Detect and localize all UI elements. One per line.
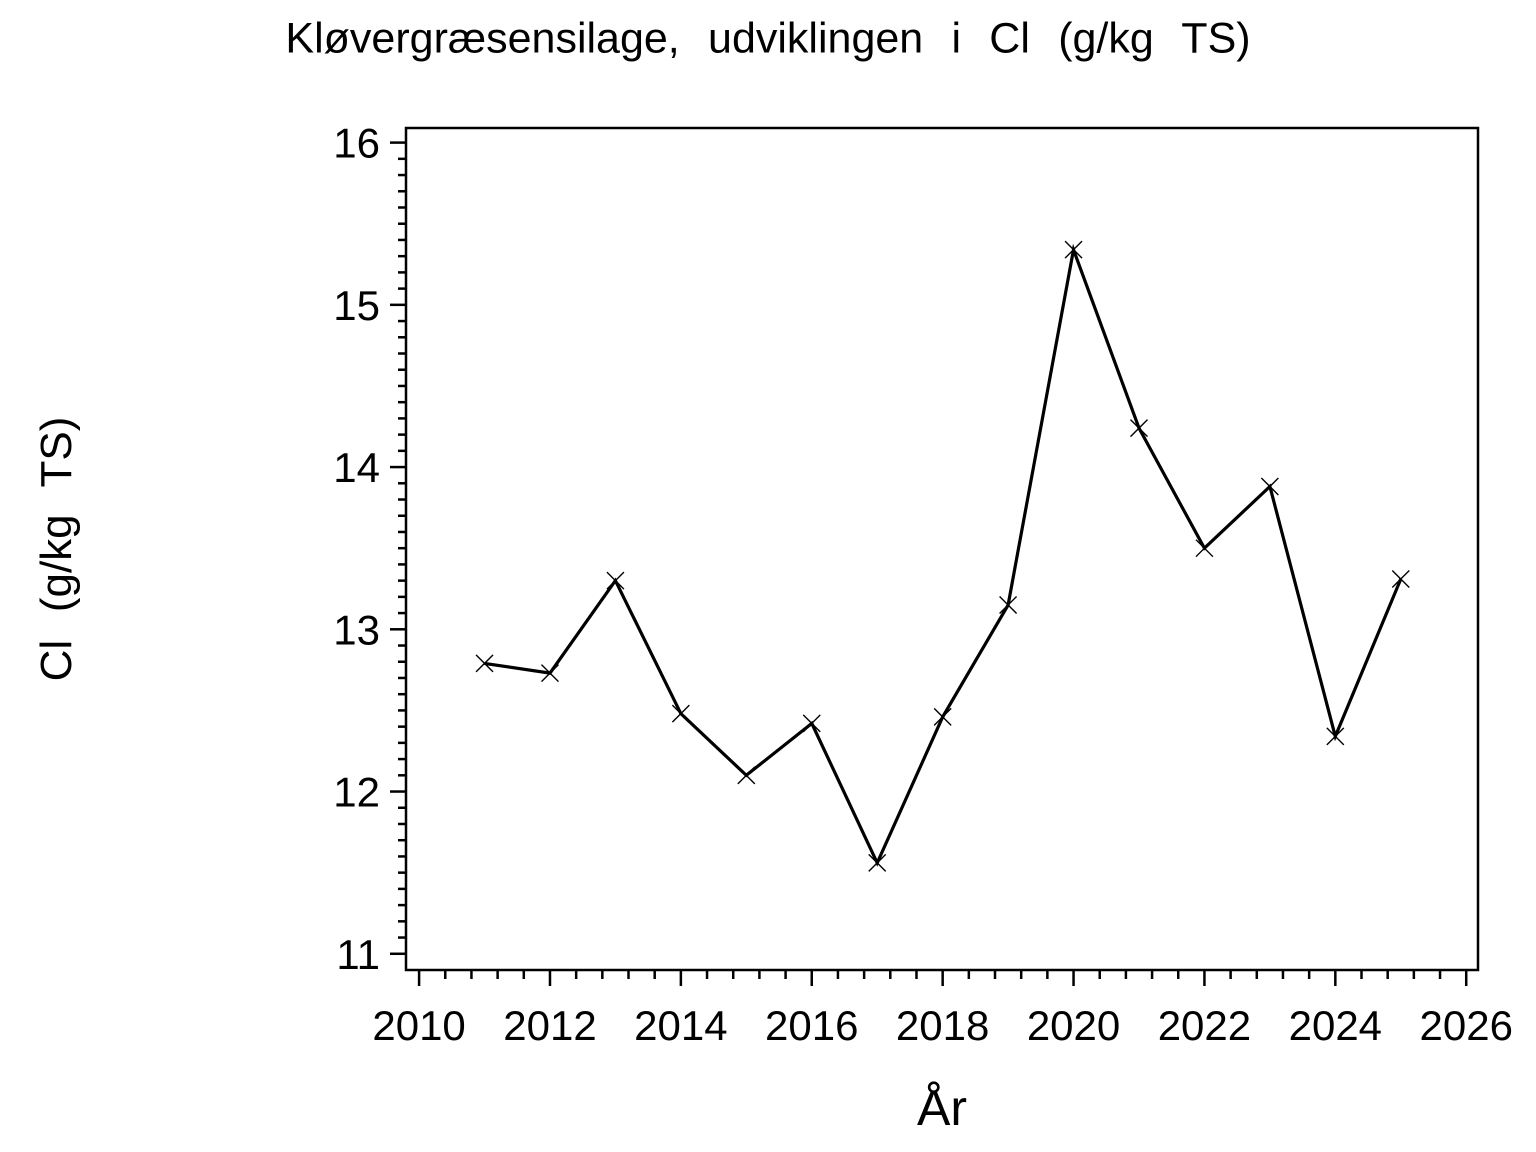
x-tick-label: 2026: [1420, 1002, 1513, 1049]
data-point-marker: [540, 664, 559, 683]
x-tick-label: 2022: [1158, 1002, 1251, 1049]
data-point-marker: [1326, 727, 1345, 746]
y-tick-label: 15: [333, 282, 380, 329]
data-point-marker: [1260, 477, 1279, 496]
x-axis-label: År: [917, 1080, 967, 1136]
x-tick-label: 2014: [634, 1002, 727, 1049]
data-point-marker: [999, 595, 1018, 614]
y-tick-label: 14: [333, 444, 380, 491]
data-point-marker: [802, 714, 821, 733]
x-tick-label: 2018: [896, 1002, 989, 1049]
data-line: [484, 243, 1403, 867]
y-tick-label: 12: [333, 769, 380, 816]
data-point-marker: [737, 766, 756, 785]
data-point-marker: [606, 571, 625, 590]
data-point-marker: [1064, 240, 1083, 259]
plot-frame: [404, 126, 1480, 972]
data-point-marker: [933, 707, 952, 726]
x-tick-label: 2024: [1289, 1002, 1382, 1049]
x-tick-label: 2020: [1027, 1002, 1120, 1049]
data-point-marker: [1195, 539, 1214, 558]
y-tick-label: 13: [333, 606, 380, 653]
y-tick-label: 11: [336, 931, 380, 978]
y-tick-label: 16: [333, 120, 380, 167]
data-point-marker: [1129, 419, 1148, 438]
x-tick-label: 2010: [372, 1002, 465, 1049]
data-point-marker: [1391, 570, 1410, 589]
chart-title: Kløvergræsensilage, udviklingen i Cl (g/…: [285, 14, 1251, 63]
x-tick-label: 2012: [503, 1002, 596, 1049]
x-tick-label: 2016: [765, 1002, 858, 1049]
data-point-marker: [868, 853, 887, 872]
data-point-marker: [475, 654, 494, 673]
data-point-marker: [671, 704, 690, 723]
